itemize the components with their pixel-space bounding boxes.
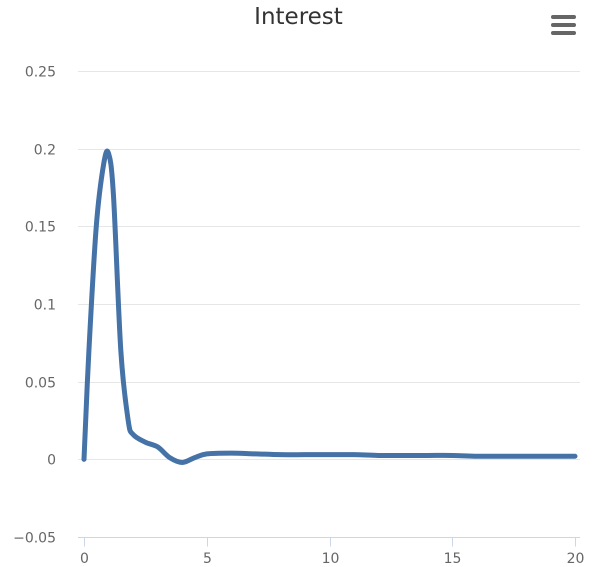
x-tick-label: 20 (567, 551, 585, 567)
x-axis (78, 537, 580, 547)
y-axis-tick-labels: −0.05 0 0.05 0.1 0.15 0.2 0.25 (13, 65, 56, 547)
hamburger-icon-bar-bottom (551, 31, 576, 35)
series-line (81, 148, 578, 465)
y-tick-label: 0.2 (34, 143, 56, 159)
x-tick-label: 5 (203, 551, 212, 567)
series-layer (81, 148, 578, 465)
chart-title: Interest (254, 4, 343, 30)
y-tick-label: −0.05 (13, 531, 56, 547)
y-tick-label: 0.25 (25, 65, 56, 81)
y-tick-label: 0 (47, 453, 56, 469)
chart-menu-button[interactable] (548, 12, 578, 38)
x-tick-label: 15 (444, 551, 462, 567)
y-tick-label: 0.05 (25, 376, 56, 392)
y-tick-label: 0.15 (25, 220, 56, 236)
x-tick-label: 0 (80, 551, 89, 567)
x-axis-tick-labels: 0 5 10 15 20 (80, 551, 584, 567)
x-tick-label: 10 (322, 551, 340, 567)
y-tick-label: 0.1 (34, 298, 56, 314)
hamburger-icon-bar-middle (551, 23, 576, 27)
grid-lines (78, 71, 580, 460)
hamburger-icon-bar-top (551, 15, 576, 19)
